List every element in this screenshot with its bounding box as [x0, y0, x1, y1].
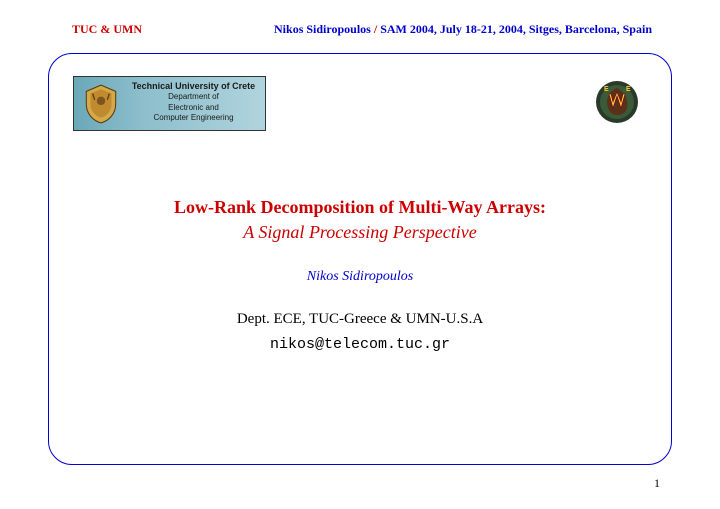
tuc-dept-line2: Electronic and [126, 103, 261, 112]
slide-title: Low-Rank Decomposition of Multi-Way Arra… [73, 197, 647, 218]
header-author: Nikos Sidiropoulos [274, 22, 371, 36]
tuc-logo-text: Technical University of Crete Department… [126, 81, 261, 122]
umn-logo-icon: E E [593, 78, 641, 126]
svg-text:E: E [604, 86, 609, 93]
page-number: 1 [654, 476, 660, 491]
slide-affiliation: Dept. ECE, TUC-Greece & UMN-U.S.A [73, 311, 647, 328]
header-right: Nikos Sidiropoulos / SAM 2004, July 18-2… [274, 22, 652, 37]
header-left: TUC & UMN [72, 22, 142, 37]
tuc-dept-line3: Computer Engineering [126, 113, 261, 122]
slide-content: Low-Rank Decomposition of Multi-Way Arra… [73, 197, 647, 353]
svg-text:E: E [626, 86, 631, 93]
tuc-logo: Technical University of Crete Department… [73, 76, 266, 131]
header-sep: / [371, 22, 380, 36]
tuc-dept-line1: Department of [126, 92, 261, 101]
slide-author: Nikos Sidiropoulos [73, 269, 647, 285]
slide-email: nikos@telecom.tuc.gr [73, 336, 647, 353]
logos-row: Technical University of Crete Department… [73, 76, 647, 131]
tuc-crest-icon [80, 83, 122, 125]
header-venue: SAM 2004, July 18-21, 2004, Sitges, Barc… [380, 22, 652, 36]
slide-subtitle: A Signal Processing Perspective [73, 222, 647, 243]
slide-header: TUC & UMN Nikos Sidiropoulos / SAM 2004,… [0, 0, 720, 37]
slide-frame: Technical University of Crete Department… [48, 53, 672, 465]
tuc-university-name: Technical University of Crete [126, 81, 261, 91]
